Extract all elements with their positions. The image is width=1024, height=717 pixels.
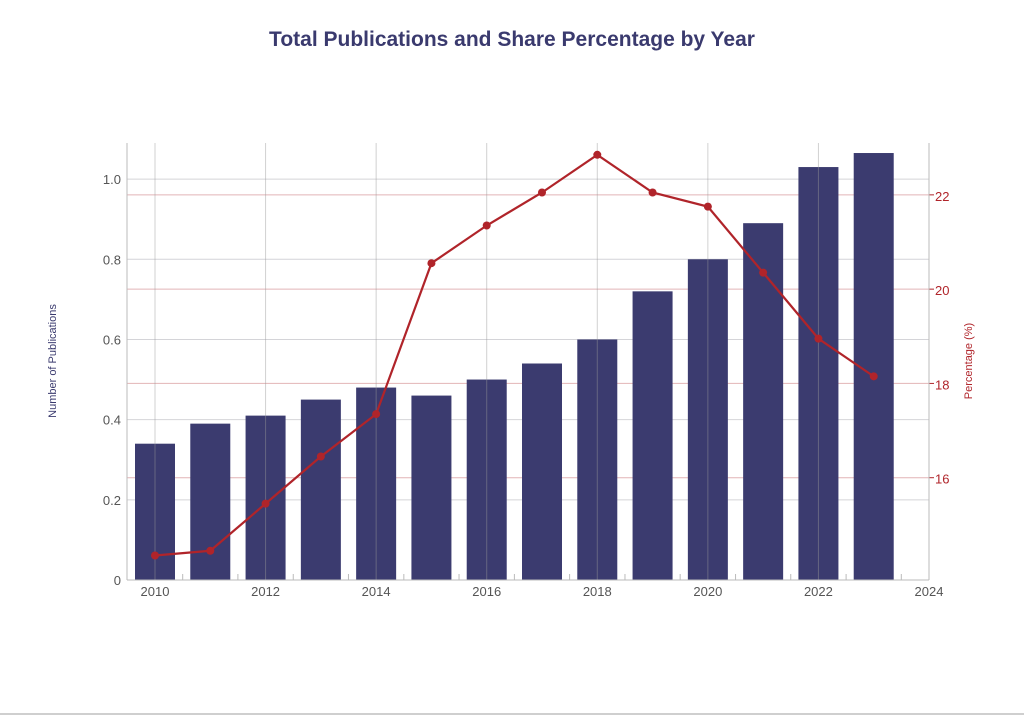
bar-2015 xyxy=(411,395,452,580)
bar-2022 xyxy=(798,167,839,580)
bar-2019 xyxy=(632,291,673,580)
x-tick-label: 2010 xyxy=(141,584,170,599)
point-2015 xyxy=(427,259,436,268)
bar-2016 xyxy=(466,379,507,580)
x-tick-label: 2020 xyxy=(693,584,722,599)
y-tick-label: 1.0 xyxy=(103,172,121,187)
y-axis-label: Number of Publications xyxy=(47,304,59,418)
x-tick-label: 2024 xyxy=(915,584,944,599)
point-2021 xyxy=(759,268,768,277)
point-2013 xyxy=(316,452,325,461)
x-tick-label: 2014 xyxy=(362,584,391,599)
x-tick-label: 2022 xyxy=(804,584,833,599)
bottom-divider xyxy=(0,713,1024,715)
point-2018 xyxy=(593,150,602,159)
bar-2011 xyxy=(190,423,231,580)
point-2022 xyxy=(814,334,823,343)
y-tick-label: 0.6 xyxy=(103,332,121,347)
point-2011 xyxy=(206,546,215,555)
point-2010 xyxy=(151,551,159,560)
point-2019 xyxy=(648,188,657,197)
point-2020 xyxy=(703,202,712,211)
y2-tick-label: 22 xyxy=(935,189,949,204)
y-tick-label: 0 xyxy=(114,573,121,588)
bar-2012 xyxy=(245,415,286,580)
y2-tick-label: 20 xyxy=(935,283,949,298)
point-2023 xyxy=(869,372,878,381)
y-tick-label: 0.8 xyxy=(103,252,121,267)
chart-title: Total Publications and Share Percentage … xyxy=(269,28,755,51)
y2-tick-label: 18 xyxy=(935,377,949,392)
bar-2018 xyxy=(577,339,618,580)
bar-2014 xyxy=(356,387,397,580)
y2-axis-label: Percentage (%) xyxy=(963,323,975,399)
x-tick-label: 2018 xyxy=(583,584,612,599)
x-tick-label: 2012 xyxy=(251,584,280,599)
bar-2013 xyxy=(300,399,341,580)
x-tick-label: 2016 xyxy=(472,584,501,599)
line-series xyxy=(151,150,878,560)
bar-2021 xyxy=(743,223,784,581)
bar-series xyxy=(135,153,894,581)
point-2014 xyxy=(372,410,381,419)
y2-tick-label: 16 xyxy=(935,472,949,487)
bar-2020 xyxy=(687,259,728,580)
point-2012 xyxy=(261,499,270,508)
y-tick-label: 0.2 xyxy=(103,493,121,508)
percentage-line xyxy=(154,153,875,557)
vertical-grid xyxy=(154,143,930,580)
point-2017 xyxy=(538,188,546,197)
axes xyxy=(126,143,934,581)
y-tick-label: 0.4 xyxy=(103,413,121,428)
bar-2017 xyxy=(522,363,562,580)
point-2016 xyxy=(482,221,491,230)
